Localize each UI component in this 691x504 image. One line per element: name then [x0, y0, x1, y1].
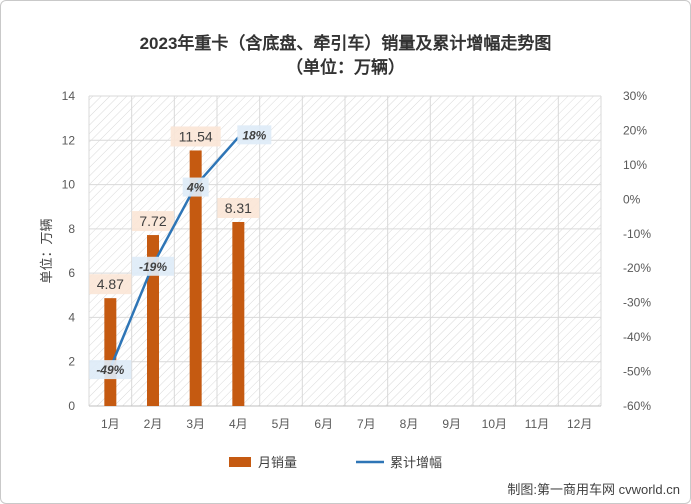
x-tick-label: 9月: [442, 417, 461, 431]
y-tick-label: 6: [68, 266, 75, 280]
line-data-label: -49%: [96, 363, 124, 377]
legend-bar-label: 月销量: [258, 455, 297, 470]
y-tick-label: 8: [68, 222, 75, 236]
y2-tick-label: 0%: [623, 192, 641, 206]
bar-label-bg: [170, 126, 221, 147]
y2-tick-label: -50%: [623, 365, 651, 379]
bar: [147, 235, 159, 406]
y2-tick-label: -60%: [623, 399, 651, 413]
x-tick-label: 6月: [314, 417, 333, 431]
left-axis-ticks: 0 2 4 6 8 10 12 14: [62, 89, 76, 413]
bar: [189, 150, 202, 406]
bar-data-label: 4.87: [97, 276, 124, 292]
line-data-label: -19%: [139, 260, 167, 274]
y2-tick-label: 30%: [623, 89, 647, 103]
line-label-bg: [237, 125, 272, 145]
y2-tick-label: 20%: [623, 123, 647, 137]
y2-tick-label: -20%: [623, 261, 651, 275]
bar-data-label: 7.72: [139, 213, 166, 229]
source-credit: 制图:第一商用车网 cvworld.cn: [507, 482, 680, 497]
bar-data-labels: 4.87 7.72 11.54 8.31: [89, 126, 260, 295]
x-tick-label: 8月: [400, 417, 419, 431]
x-tick-label: 5月: [272, 417, 291, 431]
y-tick-label: 0: [68, 399, 75, 413]
x-tick-label: 4月: [229, 417, 248, 431]
y-tick-label: 2: [68, 355, 75, 369]
line-data-label: 18%: [242, 128, 266, 142]
x-tick-label: 7月: [357, 417, 376, 431]
y-tick-label: 10: [62, 178, 76, 192]
y2-tick-label: -40%: [623, 330, 651, 344]
x-tick-label: 1月: [101, 417, 120, 431]
chart-subtitle: （单位：万辆）: [286, 58, 405, 77]
bar-label-bg: [217, 197, 260, 218]
bar-data-label: 8.31: [225, 200, 252, 216]
line-path: [109, 136, 240, 369]
x-tick-label: 2月: [144, 417, 163, 431]
line-label-bg: [132, 256, 174, 276]
line-label-bg: [182, 177, 209, 197]
legend-line-label: 累计增幅: [390, 455, 442, 470]
bar-label-bg: [132, 211, 174, 232]
x-axis-ticks: 1月 2月 3月 4月 5月 6月 7月 8月 9月 10月 11月 12月: [101, 417, 592, 431]
line-label-bg: [89, 360, 132, 380]
bar-data-label: 11.54: [179, 128, 213, 144]
y2-tick-label: 10%: [623, 158, 647, 172]
y-tick-label: 4: [68, 310, 75, 324]
right-axis-ticks: -60% -50% -40% -30% -20% -10% 0% 10% 20% 30%: [623, 89, 651, 413]
x-tick-label: 10月: [482, 417, 507, 431]
bar-label-bg: [89, 274, 132, 295]
x-tick-label: 3月: [186, 417, 205, 431]
bar: [232, 221, 245, 406]
x-tick-label: 11月: [525, 417, 549, 431]
legend-bar-swatch: [229, 457, 251, 467]
chart-title: 2023年重卡（含底盘、牵引车）销量及累计增幅走势图: [139, 34, 552, 53]
x-tick-label: 12月: [567, 417, 592, 431]
line-data-labels: -49% -19% 4% 18%: [89, 125, 272, 380]
y-tick-label: 14: [62, 89, 76, 103]
legend: 月销量 累计增幅: [229, 455, 442, 470]
bar: [104, 298, 117, 406]
y-axis-label: 单位：万辆: [39, 218, 54, 283]
y2-tick-label: -30%: [623, 296, 651, 310]
y2-tick-label: -10%: [623, 227, 651, 241]
line-data-label: 4%: [186, 181, 205, 195]
line-series: [109, 136, 240, 369]
y-tick-label: 12: [62, 133, 76, 147]
